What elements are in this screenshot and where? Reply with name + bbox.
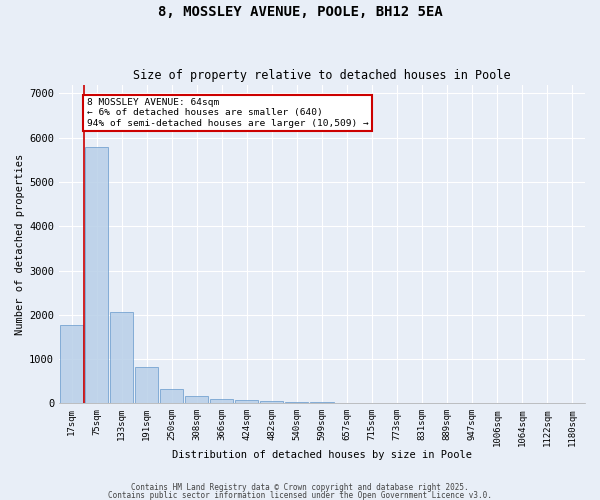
- Bar: [135, 367, 158, 404]
- Bar: [185, 396, 208, 404]
- Text: 8, MOSSLEY AVENUE, POOLE, BH12 5EA: 8, MOSSLEY AVENUE, POOLE, BH12 5EA: [158, 5, 442, 19]
- Bar: [235, 400, 259, 404]
- Bar: [260, 401, 283, 404]
- Text: Contains public sector information licensed under the Open Government Licence v3: Contains public sector information licen…: [108, 490, 492, 500]
- Bar: [85, 146, 108, 404]
- Bar: [211, 399, 233, 404]
- Title: Size of property relative to detached houses in Poole: Size of property relative to detached ho…: [133, 69, 511, 82]
- Text: 8 MOSSLEY AVENUE: 64sqm
← 6% of detached houses are smaller (640)
94% of semi-de: 8 MOSSLEY AVENUE: 64sqm ← 6% of detached…: [86, 98, 368, 128]
- Bar: [160, 388, 183, 404]
- Bar: [286, 402, 308, 404]
- X-axis label: Distribution of detached houses by size in Poole: Distribution of detached houses by size …: [172, 450, 472, 460]
- Bar: [60, 324, 83, 404]
- Y-axis label: Number of detached properties: Number of detached properties: [15, 154, 25, 334]
- Bar: [310, 402, 334, 404]
- Text: Contains HM Land Registry data © Crown copyright and database right 2025.: Contains HM Land Registry data © Crown c…: [131, 484, 469, 492]
- Bar: [110, 312, 133, 404]
